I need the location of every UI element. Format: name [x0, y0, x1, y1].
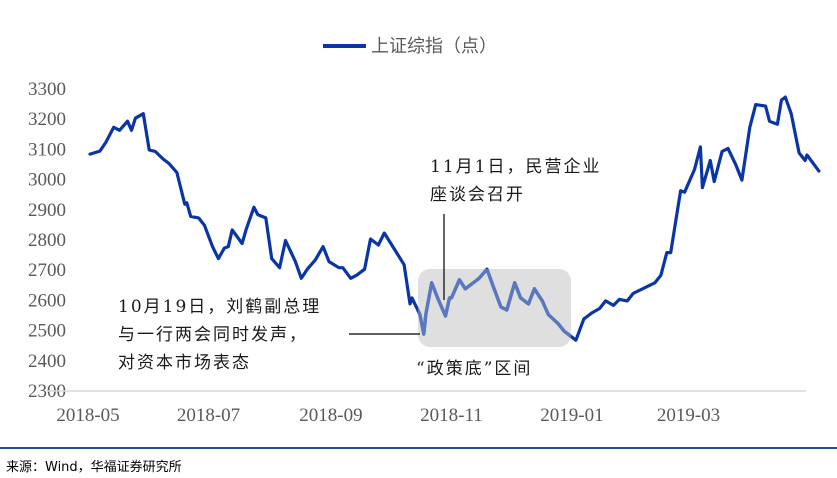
source-note: 来源：Wind，华福证券研究所	[6, 460, 182, 475]
legend-label: 上证综指（点）	[371, 36, 497, 57]
y-tick-label: 3100	[28, 139, 66, 160]
annotation-nov1-line1: 11月1日，民营企业	[430, 157, 601, 177]
x-tick-label: 2018-11	[420, 405, 483, 426]
x-axis-ticks: 2018-05 2018-07 2018-09 2018-11 2019-01 2019-…	[56, 405, 720, 426]
zone-label: “政策底”区间	[416, 359, 532, 379]
x-tick-label: 2018-05	[56, 405, 119, 426]
x-tick-label: 2019-01	[540, 405, 603, 426]
legend: 上证综指（点）	[323, 36, 497, 57]
x-tick-label: 2019-03	[657, 405, 720, 426]
y-tick-label: 2300	[28, 381, 66, 402]
y-tick-label: 3200	[28, 109, 66, 130]
y-tick-label: 2500	[28, 321, 66, 342]
y-tick-label: 2700	[28, 260, 66, 281]
x-tick-label: 2018-09	[299, 405, 362, 426]
y-tick-label: 2600	[28, 290, 66, 311]
sse-composite-line-zone-overlay	[418, 269, 571, 342]
annotation-nov1: 11月1日，民营企业 座谈会召开	[430, 157, 601, 300]
y-tick-label: 3000	[28, 170, 66, 191]
annotation-oct19-line1: 10月19日，刘鹤副总理	[118, 297, 321, 317]
annotation-oct19: 10月19日，刘鹤副总理 与一行两会同时发声， 对资本市场表态	[118, 297, 420, 373]
annotation-oct19-line3: 对资本市场表态	[118, 353, 251, 373]
y-axis-ticks: 3300 3200 3100 3000 2900 2800 2700 2600 2500 2400…	[28, 79, 66, 402]
footer-divider	[0, 447, 837, 449]
annotation-oct19-line2: 与一行两会同时发声，	[118, 325, 308, 345]
annotation-nov1-line2: 座谈会召开	[430, 185, 525, 205]
y-tick-label: 2800	[28, 230, 66, 251]
y-tick-label: 2900	[28, 200, 66, 221]
x-tick-label: 2018-07	[177, 405, 240, 426]
y-tick-label: 3300	[28, 79, 66, 100]
y-tick-label: 2400	[28, 351, 66, 372]
